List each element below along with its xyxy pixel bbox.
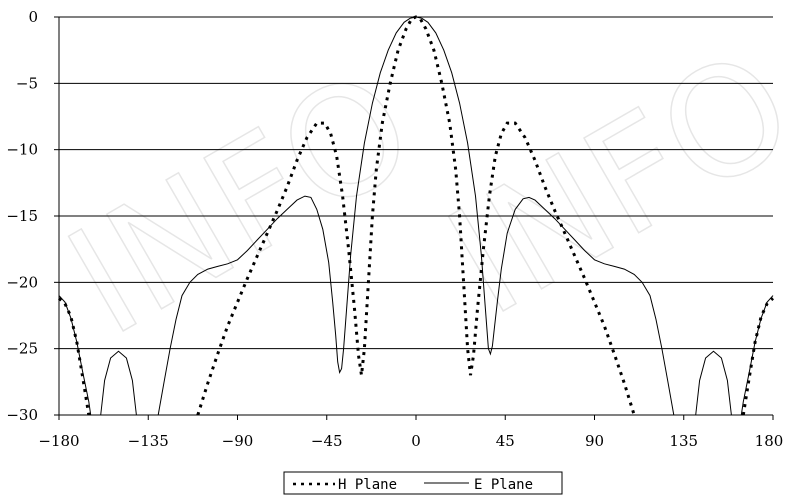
- y-tick-label-6: −30: [6, 406, 38, 424]
- x-tick-label-7: 135: [669, 432, 698, 450]
- series-lines: [58, 15, 775, 416]
- x-tick-label-0: −180: [38, 432, 79, 450]
- legend-label-e-plane: E Plane: [474, 477, 533, 493]
- x-tick-label-2: −90: [222, 432, 254, 450]
- y-tick-label-1: −5: [16, 74, 38, 92]
- axes: [54, 16, 774, 420]
- tick-labels: 0 −5 −10 −15 −20 −25 −30−180 −135 −90 −45 0 45 90 135…: [6, 8, 783, 450]
- y-tick-label-0: 0: [28, 8, 38, 26]
- y-tick-label-4: −20: [6, 273, 38, 291]
- y-tick-label-2: −10: [6, 141, 38, 159]
- watermark-text-2: INFO: [421, 18, 789, 349]
- series-e-plane-segment-0: [58, 295, 92, 416]
- series-h-plane-segment-2: [741, 297, 775, 416]
- series-e-plane-segment-2: [157, 16, 675, 416]
- series-e-plane-segment-1: [100, 350, 137, 416]
- x-tick-label-3: −45: [311, 432, 343, 450]
- series-e-plane-segment-4: [740, 295, 774, 416]
- x-tick-label-8: 180: [755, 432, 784, 450]
- legend: H Plane E Plane: [283, 471, 563, 495]
- legend-box: [283, 471, 563, 495]
- y-tick-label-3: −15: [6, 207, 38, 225]
- x-tick-label-1: −135: [128, 432, 169, 450]
- gridlines: [59, 16, 773, 350]
- watermark: INFO INFO: [41, 18, 789, 371]
- series-h-plane-segment-0: [58, 297, 91, 416]
- x-tick-label-6: 90: [585, 432, 604, 450]
- x-tick-label-4: 0: [411, 432, 421, 450]
- watermark-text-1: INFO: [41, 38, 440, 369]
- x-tick-label-5: 45: [496, 432, 515, 450]
- series-e-plane-segment-3: [695, 350, 732, 416]
- y-tick-label-5: −25: [6, 340, 38, 358]
- legend-label-h-plane: H Plane: [338, 477, 397, 493]
